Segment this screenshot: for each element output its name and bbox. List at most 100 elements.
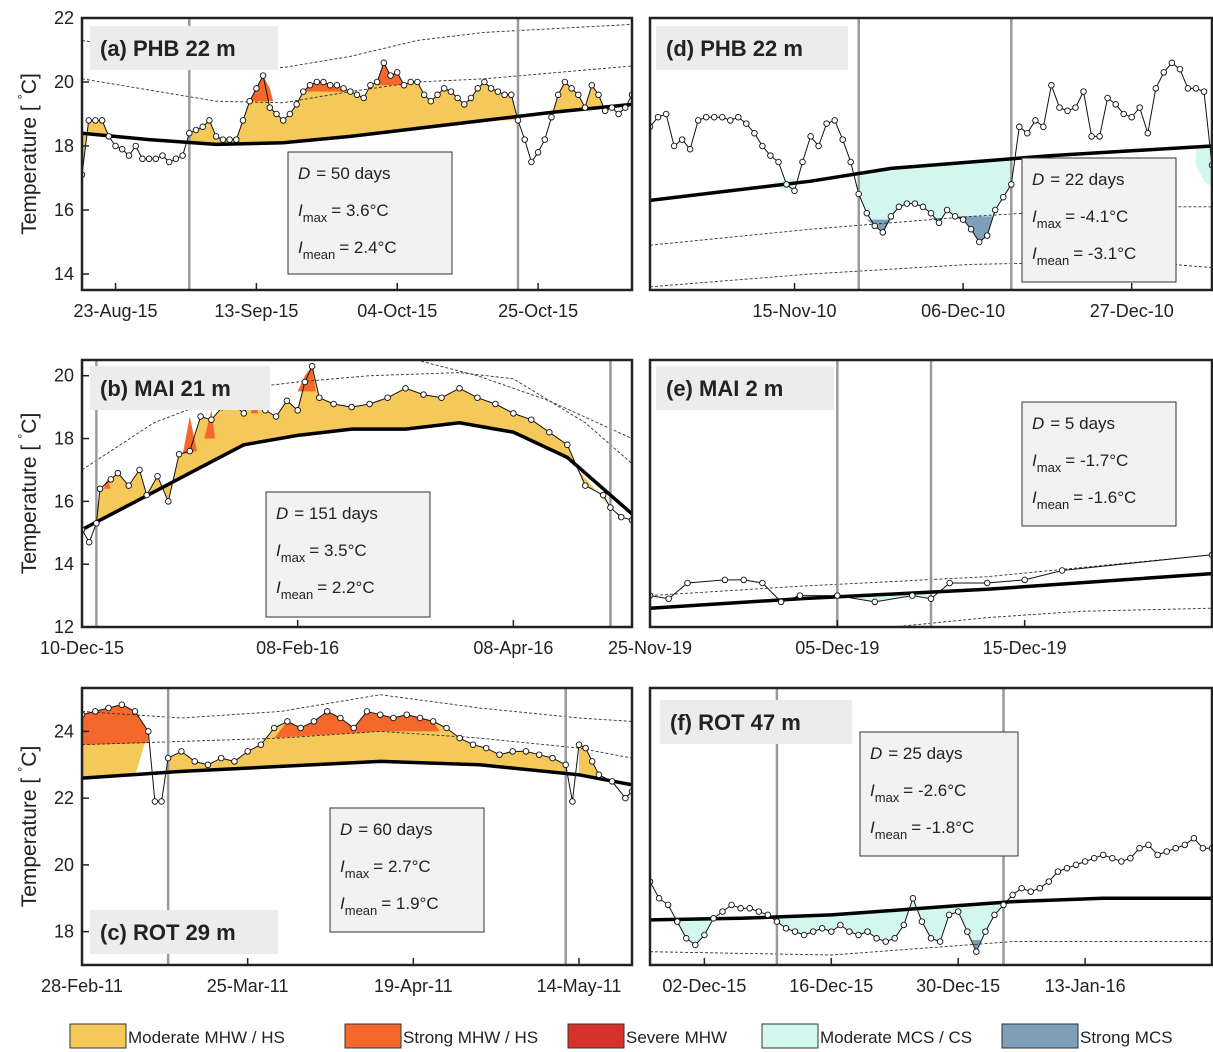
data-point <box>773 918 781 925</box>
x-tick-label: 10-Dec-15 <box>40 638 124 658</box>
data-point <box>474 85 481 92</box>
legend-swatch <box>344 1023 402 1049</box>
data-point <box>686 145 694 153</box>
panel-b: 12 14 16 18 20 10-Dec-15 08-Feb-16 08-Apr-16 Tem… <box>15 358 634 658</box>
data-point <box>1176 65 1184 73</box>
stats-box <box>265 491 431 618</box>
x-tick-label: 23-Aug-15 <box>74 301 158 321</box>
data-point <box>1040 123 1047 131</box>
x-tick-label: 13-Sep-15 <box>214 301 298 321</box>
data-point <box>927 595 935 602</box>
legend-item-moderate-mcs: Moderate MCS / CS <box>761 1023 972 1049</box>
panel-title: (a) PHB 22 m <box>100 36 236 61</box>
data-point <box>407 78 414 86</box>
data-point <box>871 222 879 230</box>
fill-strong-mhw <box>377 62 404 86</box>
data-point <box>1118 858 1125 865</box>
data-point <box>259 72 267 79</box>
data-point <box>945 911 953 919</box>
data-point <box>549 754 556 762</box>
data-point <box>608 778 616 785</box>
x-tick-label: 15-Nov-10 <box>752 301 836 321</box>
threshold-line <box>82 694 632 722</box>
y-tick-label: 18 <box>54 922 74 942</box>
y-tick-label: 20 <box>54 366 74 386</box>
data-point <box>105 704 112 712</box>
data-point <box>403 711 410 718</box>
data-point <box>535 751 543 758</box>
data-point <box>1154 851 1161 859</box>
data-point <box>622 104 629 111</box>
data-point <box>447 88 455 95</box>
y-tick-label: 22 <box>54 8 74 28</box>
stat-d: D = 5 days <box>1032 414 1115 433</box>
data-point <box>710 915 717 922</box>
data-point <box>143 491 150 499</box>
data-point <box>569 798 576 805</box>
data-point <box>1064 107 1071 115</box>
data-point <box>178 748 185 755</box>
data-point <box>959 216 967 223</box>
data-point <box>337 714 344 722</box>
y-axis-label: Temperature [ °C] <box>15 73 41 235</box>
fill-moderate-mcs <box>1195 146 1212 188</box>
climatology-line <box>82 421 632 532</box>
data-point <box>782 925 790 932</box>
data-point <box>882 938 889 945</box>
data-point <box>297 724 304 732</box>
x-tick-label: 30-Dec-15 <box>916 976 1000 996</box>
data-point <box>847 158 854 166</box>
panel-title: (c) ROT 29 m <box>100 920 236 945</box>
panel-title-box <box>656 366 834 410</box>
x-tick-label: 04-Oct-15 <box>357 301 437 321</box>
data-point <box>617 513 625 521</box>
data-point <box>93 520 100 527</box>
panel-title-box <box>660 700 852 744</box>
data-point <box>286 110 294 118</box>
data-point <box>1168 59 1176 67</box>
legend-item-strong-mhw: Strong MHW / HS <box>344 1023 538 1049</box>
data-point <box>1080 88 1087 95</box>
data-point <box>1081 858 1089 865</box>
y-tick-label: 18 <box>54 136 74 156</box>
stat-d: D = 50 days <box>298 164 390 183</box>
data-point <box>943 206 951 214</box>
data-point <box>581 104 589 111</box>
data-point <box>1027 888 1034 895</box>
x-tick-label: 25-Oct-15 <box>498 301 578 321</box>
data-point <box>310 718 318 725</box>
data-point <box>855 931 862 939</box>
data-point <box>1200 88 1208 95</box>
data-point <box>599 491 607 499</box>
x-tick-label: 06-Dec-10 <box>921 301 1005 321</box>
data-point <box>367 81 374 89</box>
data-point <box>131 708 139 715</box>
x-tick-label: 27-Dec-10 <box>1090 301 1174 321</box>
data-point <box>347 88 354 95</box>
data-point <box>1096 133 1103 140</box>
y-tick-label: 12 <box>54 617 74 637</box>
data-point <box>951 213 959 220</box>
data-point <box>622 794 629 802</box>
data-point <box>719 113 726 121</box>
panel-title-box <box>90 26 278 70</box>
data-point <box>179 152 186 159</box>
data-point <box>534 149 542 156</box>
stat-imean: Imean = 1.9°C <box>340 894 439 918</box>
data-point <box>172 155 180 163</box>
data-point <box>1136 844 1143 852</box>
y-tick-label: 14 <box>54 264 74 284</box>
stat-imax: Imax = 3.6°C <box>298 201 389 225</box>
data-point <box>253 85 260 92</box>
data-point <box>701 931 708 939</box>
x-tick-label: 08-Apr-16 <box>473 638 553 658</box>
data-point <box>919 203 927 211</box>
data-point <box>438 394 445 401</box>
legend-swatch <box>69 1023 127 1049</box>
data-point <box>330 400 337 408</box>
panel-c: 18 20 22 24 28-Feb-11 25-Mar-11 19-Apr-11 14-Ma… <box>15 686 634 996</box>
data-point <box>1024 129 1031 137</box>
data-point <box>316 394 323 401</box>
data-point <box>118 145 126 153</box>
data-point <box>546 428 553 436</box>
